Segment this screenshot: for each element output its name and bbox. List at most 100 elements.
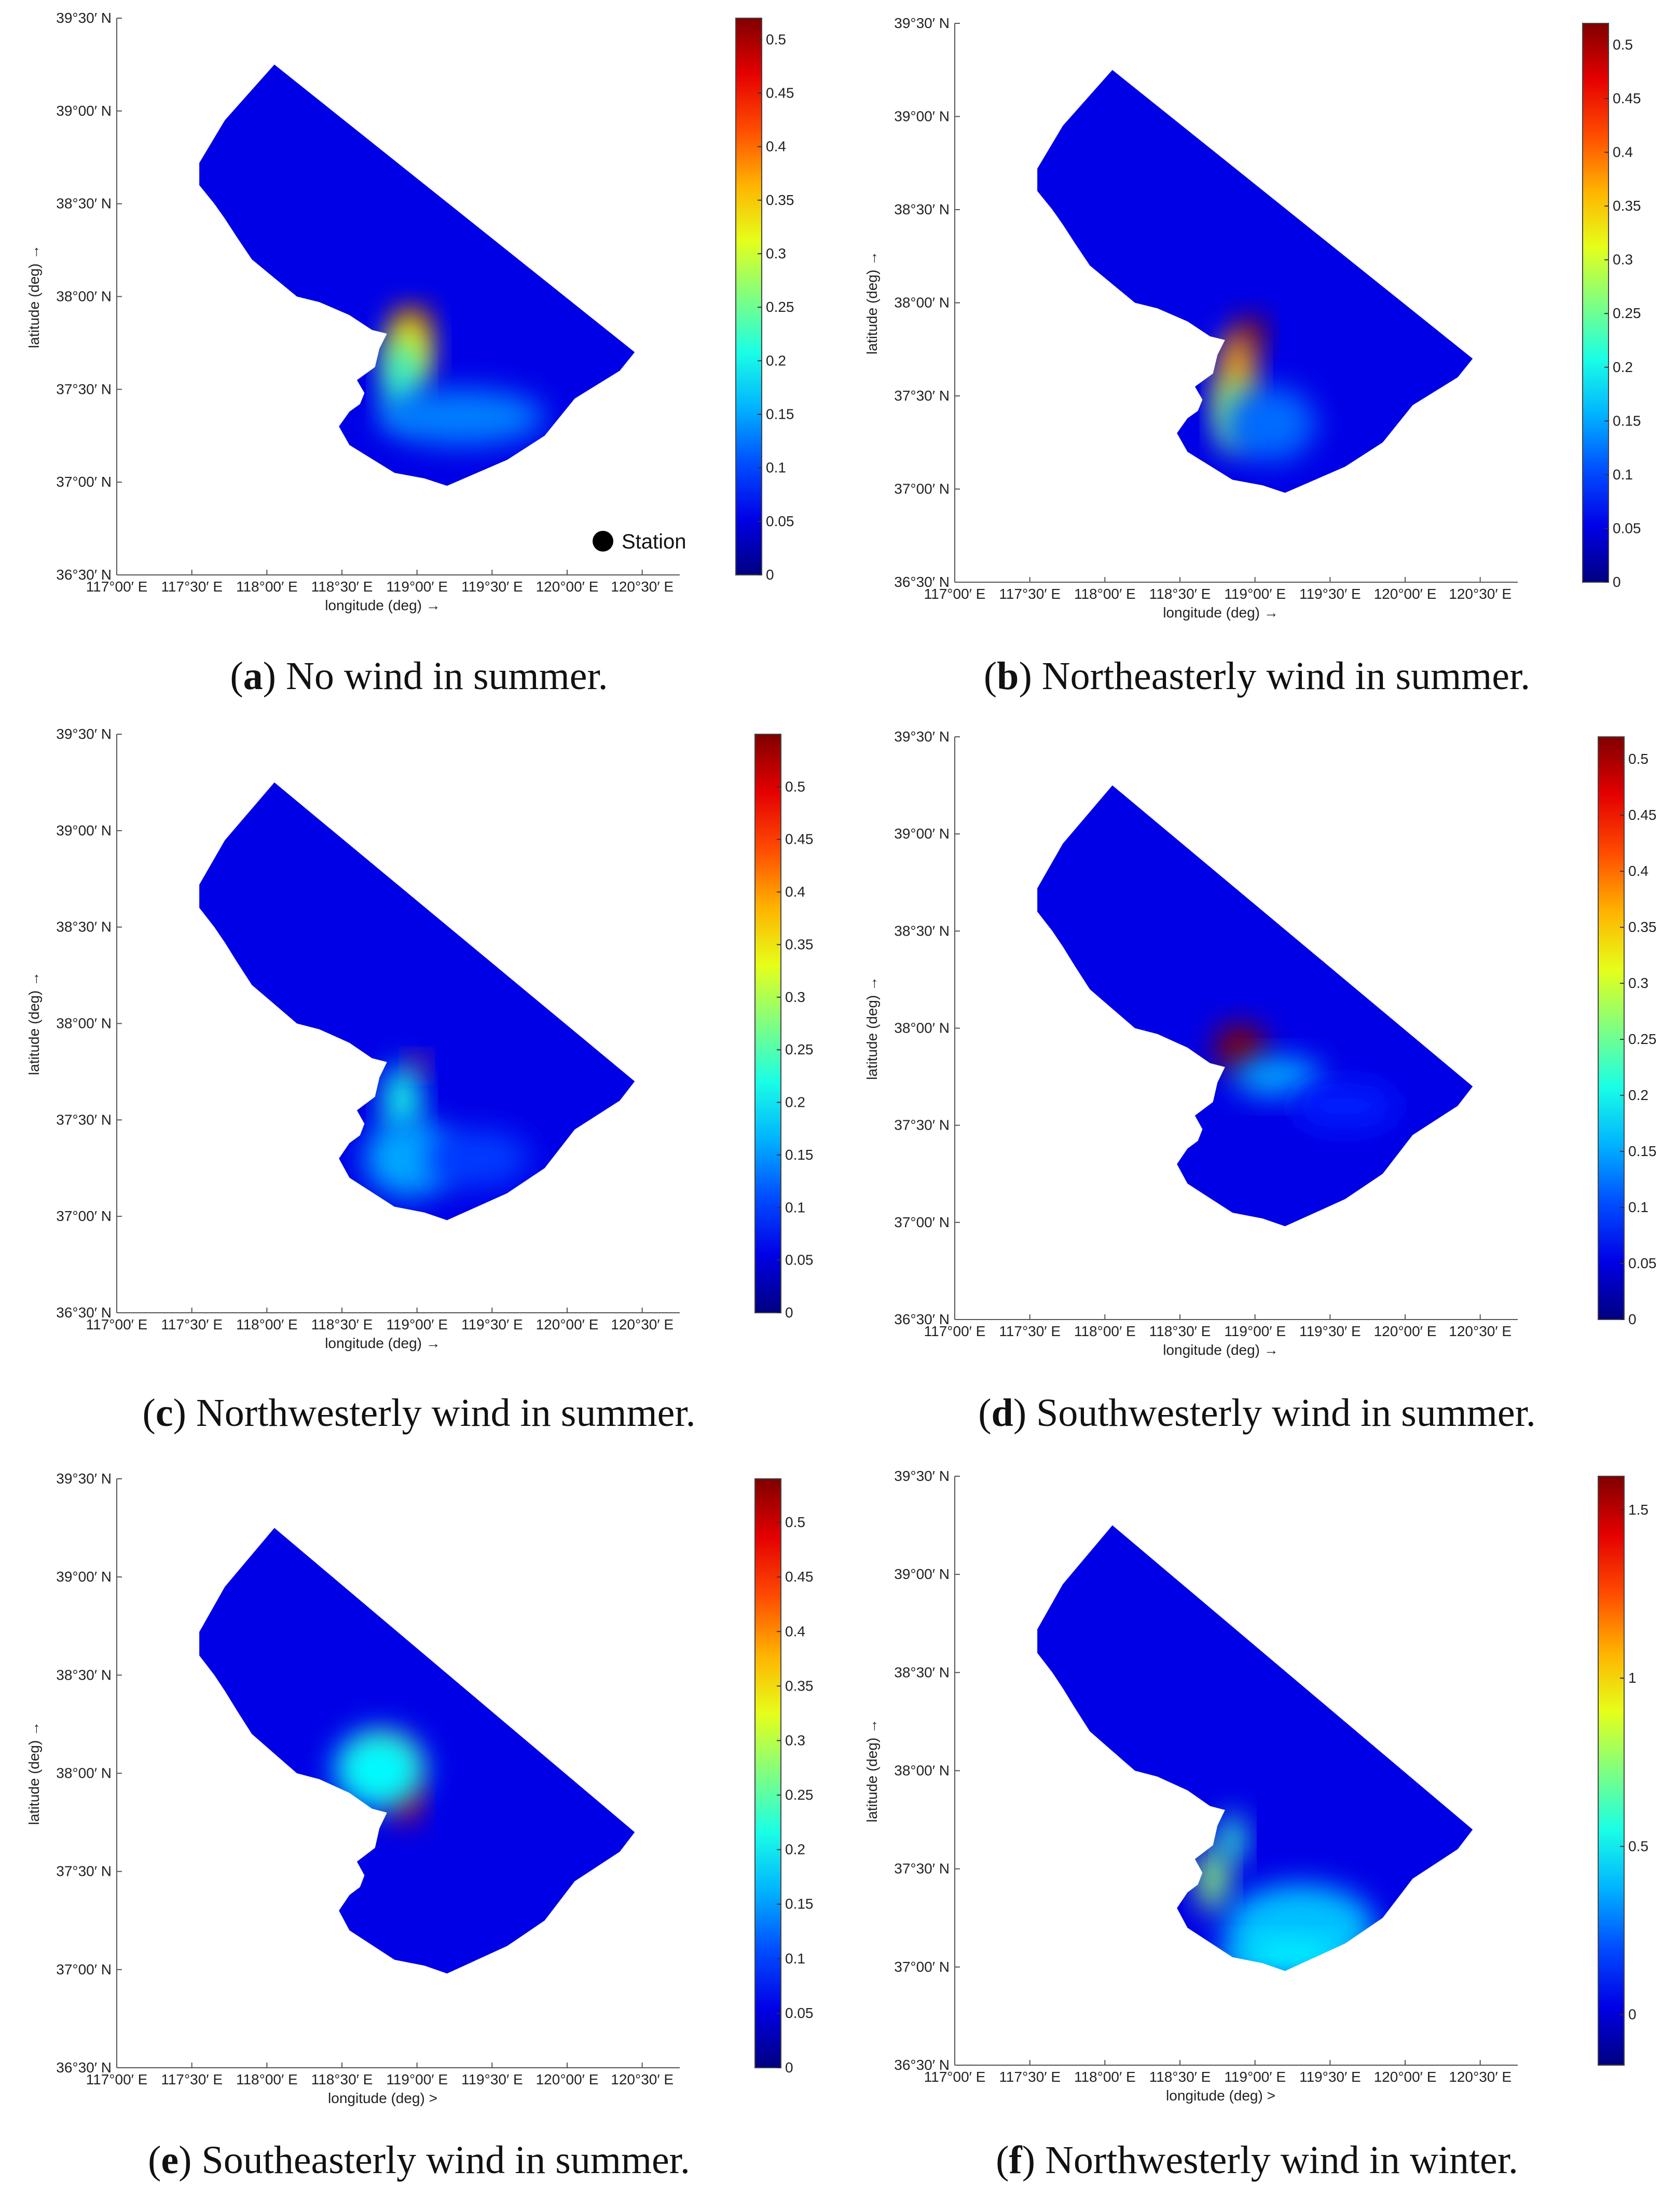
x-tick-label: 118°00′ E	[236, 2071, 298, 2087]
colorbar-tick-label: 0.2	[1613, 359, 1633, 375]
y-tick-label: 37°00′ N	[894, 1959, 950, 1975]
panel-c: 117°00′ E 117°30′ E 118°00′ E 118°30′ E 119°…	[0, 726, 838, 1463]
colorbar-tick-label: 0.35	[766, 192, 794, 208]
colorbar-tick-label: 0.35	[1613, 198, 1641, 214]
concentration-field	[334, 1730, 425, 1823]
colorbar	[754, 734, 781, 1313]
colorbar-tick-label: 0.35	[785, 936, 814, 952]
x-tick-label: 117°00′ E	[924, 2069, 986, 2085]
y-tick-label: 39°30′ N	[894, 15, 950, 31]
x-axis-label: longitude (deg) >	[328, 2090, 437, 2106]
concentration-hotspot	[1232, 1057, 1323, 1096]
x-tick-label: 120°00′ E	[536, 1316, 599, 1332]
colorbar-tick-label: 0.4	[1613, 144, 1633, 160]
colorbar-tick-label: 0.5	[1613, 36, 1633, 52]
colorbar-tick-label: 0	[1628, 1311, 1637, 1327]
x-tick-label: 119°30′ E	[461, 1316, 523, 1332]
colorbar-tick-label: 0	[766, 567, 774, 583]
y-tick-label: 39°00′ N	[894, 1566, 950, 1582]
caption-text: Southwesterly wind in summer.	[1036, 1391, 1536, 1435]
x-tick-label: 117°30′ E	[999, 586, 1061, 602]
chart-a: 117°00′ E 117°30′ E 118°00′ E 118°30′ E 119°…	[26, 10, 794, 613]
y-tick-label: 38°00′ N	[894, 295, 950, 311]
colorbar-tick-label: 0.4	[785, 884, 805, 900]
colorbar-tick-label: 0.2	[785, 1842, 805, 1858]
x-tick-label: 120°00′ E	[1374, 2069, 1437, 2085]
concentration-hotspot	[408, 1056, 427, 1076]
y-tick-label: 37°00′ N	[56, 1961, 112, 1977]
x-tick-label: 120°30′ E	[611, 2071, 674, 2087]
y-axis-label: latitude (deg) →	[864, 977, 880, 1080]
caption-text: Northwesterly wind in winter.	[1045, 2138, 1518, 2182]
colorbar-tick-label: 0	[785, 1304, 793, 1321]
y-tick-label: 36°30′ N	[894, 1311, 950, 1327]
colorbar-tick-label: 0.3	[1628, 975, 1648, 991]
colorbar-tick-label: 0.35	[1628, 919, 1657, 935]
y-tick-label: 38°30′ N	[56, 196, 112, 212]
y-tick-label: 38°00′ N	[56, 1765, 112, 1781]
y-tick-label: 39°00′ N	[56, 1569, 112, 1585]
colorbar-tick-label: 1	[1628, 1670, 1637, 1686]
y-tick-label: 36°30′ N	[56, 2059, 112, 2076]
x-tick-label: 120°30′ E	[611, 1316, 674, 1332]
x-tick-label: 120°00′ E	[1374, 586, 1437, 602]
colorbar-tick-label: 0.1	[766, 460, 786, 476]
sea-domain	[1037, 785, 1473, 1227]
x-tick-label: 118°30′ E	[1149, 2069, 1211, 2085]
x-tick-label: 119°30′ E	[1299, 586, 1361, 602]
y-tick-label: 38°30′ N	[56, 1667, 112, 1683]
colorbar-tick-label: 0.5	[1628, 751, 1648, 767]
chart-e: 117°00′ E 117°30′ E 118°00′ E 118°30′ E 119°…	[26, 1471, 814, 2106]
y-tick-label: 39°00′ N	[894, 108, 950, 125]
y-tick-label: 36°30′ N	[894, 2057, 950, 2073]
y-tick-label: 38°00′ N	[56, 288, 112, 305]
x-tick-label: 118°00′ E	[1074, 586, 1136, 602]
y-tick-label: 39°30′ N	[56, 726, 112, 742]
colorbar-tick-label: 0.35	[785, 1678, 814, 1694]
colorbar-tick-label: 0.5	[766, 31, 786, 47]
concentration-hotspot	[1225, 387, 1315, 461]
x-axis-label: longitude (deg) →	[325, 1335, 441, 1351]
y-tick-label: 37°30′ N	[894, 388, 950, 404]
x-tick-label: 119°00′ E	[386, 1316, 448, 1332]
x-tick-label: 119°30′ E	[1299, 1323, 1361, 1339]
x-axis-label: longitude (deg) →	[1163, 1342, 1279, 1358]
y-tick-label: 39°00′ N	[56, 103, 112, 119]
y-axis-label: latitude (deg) →	[26, 972, 42, 1075]
colorbar-tick-label: 0	[785, 2059, 793, 2076]
x-tick-label: 119°30′ E	[1299, 2069, 1361, 2085]
y-tick-label: 36°30′ N	[56, 567, 112, 583]
x-tick-label: 117°00′ E	[86, 1316, 148, 1332]
colorbar-tick-label: 0.5	[1628, 1838, 1648, 1854]
x-tick-label: 117°00′ E	[924, 586, 986, 602]
x-tick-label: 117°00′ E	[924, 1323, 986, 1339]
x-tick-label: 118°30′ E	[311, 579, 373, 595]
x-tick-label: 119°00′ E	[1224, 2069, 1286, 2085]
colorbar-tick-label: 0.3	[766, 245, 786, 262]
colorbar-tick-label: 0.1	[785, 1950, 805, 1967]
chart-c: 117°00′ E 117°30′ E 118°00′ E 118°30′ E 119°…	[26, 726, 814, 1351]
colorbar-tick-label: 0.25	[1628, 1031, 1657, 1047]
chart-f: 117°00′ E 117°30′ E 118°00′ E 118°30′ E 119°…	[864, 1468, 1648, 2104]
x-tick-label: 120°00′ E	[536, 579, 599, 595]
x-tick-label: 119°30′ E	[461, 2071, 523, 2087]
y-tick-label: 38°00′ N	[56, 1015, 112, 1032]
y-tick-label: 37°30′ N	[894, 1117, 950, 1133]
x-axis-label: longitude (deg) →	[325, 597, 441, 613]
colorbar-tick-label: 0.3	[1613, 252, 1633, 268]
station-legend-label: Station	[622, 530, 686, 553]
x-tick-label: 120°30′ E	[1449, 586, 1512, 602]
y-tick-label: 39°30′ N	[56, 1471, 112, 1487]
chart-d: 117°00′ E 117°30′ E 118°00′ E 118°30′ E 119°…	[864, 729, 1657, 1358]
x-tick-label: 120°30′ E	[611, 579, 674, 595]
x-tick-label: 119°00′ E	[1224, 1323, 1286, 1339]
y-tick-label: 39°30′ N	[894, 1468, 950, 1484]
x-tick-label: 118°30′ E	[311, 1316, 373, 1332]
concentration-hotspot	[1217, 1941, 1353, 1971]
x-tick-label: 118°00′ E	[236, 1316, 298, 1332]
colorbar-tick-label: 0.45	[766, 85, 794, 101]
y-tick-label: 37°00′ N	[56, 474, 112, 490]
y-tick-label: 38°30′ N	[56, 919, 112, 935]
colorbar-tick-label: 0.45	[1613, 90, 1641, 106]
concentration-hotspot	[1198, 1845, 1228, 1912]
